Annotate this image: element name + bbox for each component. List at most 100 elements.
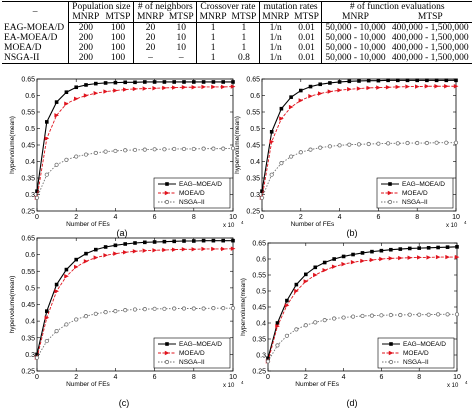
y-tick-label: 0.65 — [21, 236, 35, 243]
table-cell: 1/n — [258, 43, 292, 53]
legend-marker-eag-moead — [389, 342, 393, 346]
data-point-moead — [191, 247, 197, 252]
x-tick-label: 2 — [74, 214, 78, 221]
data-point-eag-moead — [436, 245, 440, 250]
data-point-eag-moead — [123, 80, 127, 85]
data-point-moead — [172, 85, 177, 90]
table-cell: 0.01 — [298, 23, 315, 33]
data-point-moead — [123, 87, 128, 92]
y-tick-label: 0.45 — [21, 302, 35, 309]
legend-label-moead: MOEA/D — [402, 190, 428, 197]
data-point-moead — [83, 93, 89, 98]
data-point-moead — [366, 85, 372, 91]
data-point-eag-moead — [35, 189, 39, 193]
subheader-cell: MTSP — [388, 12, 472, 23]
data-point-moead — [327, 89, 333, 94]
legend-marker-nsga2 — [164, 199, 170, 205]
data-point-nsga2 — [103, 149, 108, 154]
data-point-nsga2 — [54, 162, 59, 167]
data-point-eag-moead — [308, 84, 313, 89]
x-tick-label: 4 — [342, 374, 346, 381]
data-point-nsga2 — [445, 312, 450, 317]
data-point-nsga2 — [132, 147, 138, 153]
data-point-eag-moead — [328, 81, 332, 85]
data-point-moead — [284, 303, 290, 308]
x-tick-label: 8 — [415, 214, 419, 221]
data-point-moead — [376, 85, 381, 90]
data-point-nsga2 — [172, 146, 177, 152]
y-tick-label: 0.45 — [252, 305, 266, 312]
data-point-nsga2 — [388, 312, 393, 318]
data-point-moead — [74, 264, 79, 270]
data-point-eag-moead — [211, 238, 216, 243]
data-point-eag-moead — [113, 243, 118, 248]
data-point-eag-moead — [113, 80, 118, 85]
data-point-moead — [93, 90, 99, 96]
data-point-moead — [162, 85, 167, 91]
table-cell: 1/n — [258, 22, 292, 33]
subheader-cell: MNRP — [258, 12, 292, 23]
data-point-moead — [341, 261, 346, 267]
data-point-nsga2 — [385, 141, 391, 146]
data-point-eag-moead — [313, 265, 318, 270]
data-point-moead — [64, 274, 69, 279]
data-point-moead — [211, 84, 216, 90]
y-tick-label: 0.65 — [21, 77, 35, 84]
data-point-nsga2 — [113, 309, 118, 314]
data-point-nsga2 — [74, 154, 79, 159]
x-exponent-label: x 10 — [447, 383, 459, 389]
legend-label-eag-moead: EAG–MOEA/D — [402, 181, 445, 188]
data-point-moead — [303, 279, 309, 284]
table-cell: 100 — [102, 53, 134, 64]
table-cell: 20 — [133, 22, 167, 33]
subheader-cell: MNRP — [196, 12, 230, 23]
legend-marker-moead — [164, 190, 170, 196]
data-point-moead — [322, 268, 328, 273]
legend: EAG–MOEA/D MOEA/D NSGA–II — [377, 337, 455, 369]
data-point-moead — [93, 255, 99, 260]
x-exponent-label: x 10 — [223, 223, 235, 229]
data-point-nsga2 — [83, 152, 89, 157]
y-tick-label: 0.65 — [252, 241, 266, 248]
data-point-moead — [275, 324, 280, 329]
data-point-moead — [54, 289, 59, 294]
data-point-nsga2 — [93, 311, 98, 316]
table-cell: 0.01 — [291, 53, 322, 64]
data-point-moead — [152, 248, 157, 253]
data-point-moead — [132, 249, 138, 254]
data-point-moead — [454, 254, 460, 260]
data-point-nsga2 — [201, 306, 206, 311]
y-tick-label: 0.4 — [250, 159, 260, 166]
y-tick-label: 0.55 — [21, 110, 35, 117]
y-tick-label: 0.5 — [25, 285, 35, 292]
data-point-nsga2 — [395, 141, 400, 146]
x-exponent-power: 4 — [241, 220, 244, 225]
x-tick-label: 6 — [153, 374, 157, 381]
data-point-nsga2 — [181, 146, 187, 152]
data-point-moead — [288, 104, 294, 110]
x-exponent-power: 4 — [241, 380, 244, 385]
data-point-moead — [398, 255, 403, 261]
x-tick-label: 4 — [113, 214, 117, 221]
data-point-moead — [142, 248, 148, 253]
data-point-eag-moead — [417, 246, 421, 250]
legend-label-nsga2: NSGA–II — [179, 199, 205, 206]
table-cell: 400,000 - 1,500,000 — [391, 43, 469, 53]
data-point-nsga2 — [350, 314, 356, 319]
table-cell: 20 — [133, 33, 167, 43]
y-axis-label: hypervolume(mean) — [9, 116, 16, 174]
data-point-eag-moead — [444, 78, 449, 83]
data-point-eag-moead — [133, 241, 137, 245]
legend-label-moead: MOEA/D — [179, 350, 205, 357]
x-tick-label: 2 — [304, 374, 308, 381]
data-point-eag-moead — [231, 80, 235, 84]
data-point-moead — [405, 84, 410, 89]
header-population-size: Population size — [68, 1, 134, 12]
y-tick-label: 0.65 — [246, 77, 260, 84]
x-tick-label: 0 — [266, 374, 270, 381]
data-point-nsga2 — [294, 327, 299, 332]
data-point-moead — [385, 85, 391, 90]
x-tick-label: 4 — [113, 374, 117, 381]
data-point-moead — [350, 260, 356, 265]
data-point-eag-moead — [425, 78, 429, 83]
